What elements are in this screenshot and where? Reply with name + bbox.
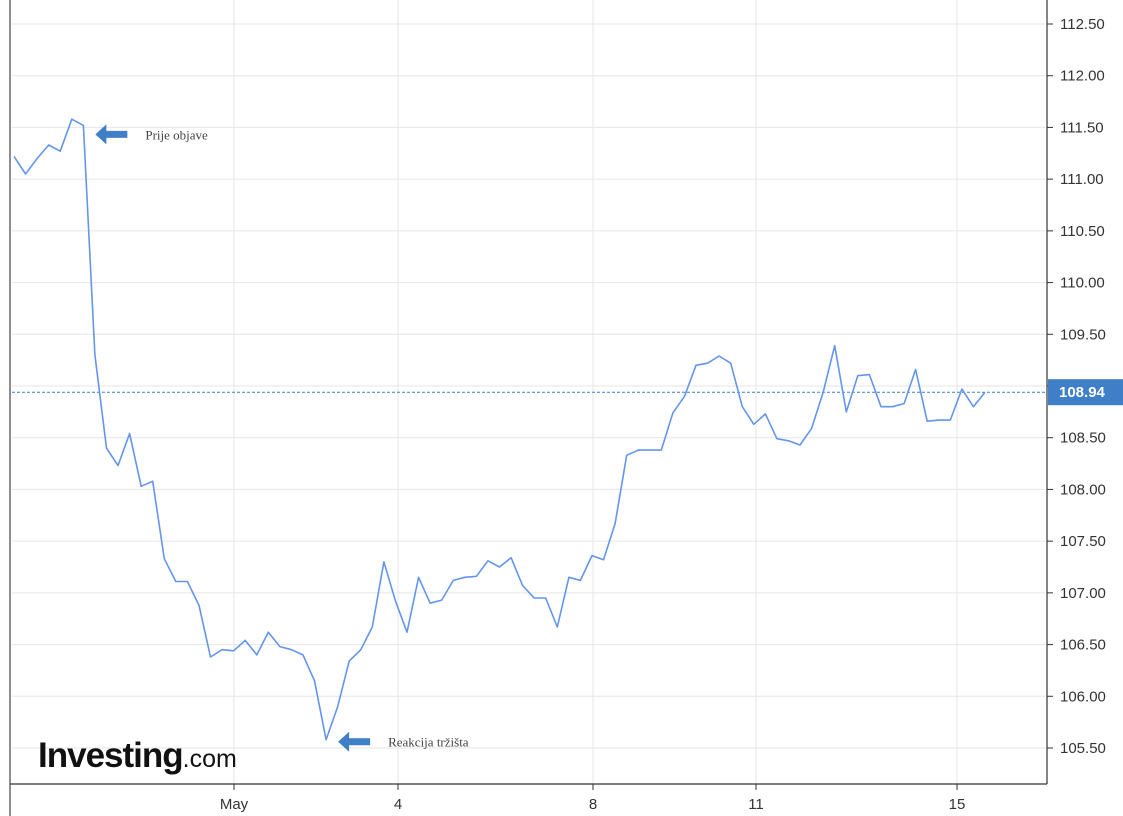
y-tick-label: 105.50 xyxy=(1060,740,1106,757)
y-tick-label: 110.00 xyxy=(1060,275,1105,292)
y-tick-label: 107.00 xyxy=(1060,585,1106,602)
annotation-text: Prije objave xyxy=(145,127,208,142)
arrow-shaft xyxy=(105,130,128,138)
y-tick-label: 109.50 xyxy=(1060,326,1106,343)
y-tick-label: 107.50 xyxy=(1060,533,1106,550)
y-tick-label: 111.00 xyxy=(1060,171,1104,188)
y-tick-label: 106.00 xyxy=(1060,688,1106,705)
annotation-reaction: Reakcija tržišta xyxy=(338,731,469,752)
logo-main-text: Investing xyxy=(38,736,183,775)
y-tick-label: 112.50 xyxy=(1060,16,1105,33)
y-tick-labels: 112.50 112.00 111.50 111.00 110.50 110.00 109.… xyxy=(1047,16,1106,757)
y-tick-label: 111.50 xyxy=(1060,119,1104,136)
y-tick-label: 110.50 xyxy=(1060,223,1105,240)
x-tick-label: 11 xyxy=(748,796,764,813)
arrow-left-icon xyxy=(95,124,107,145)
svg-text:Investing.com: Investing.com xyxy=(38,736,237,775)
current-price-text: 108.94 xyxy=(1059,384,1106,401)
annotations: Prije objave Reakcija tržišta xyxy=(95,124,469,752)
y-tick-label: 108.50 xyxy=(1060,430,1106,447)
chart-axes xyxy=(9,0,1048,816)
y-tick-label: 112.00 xyxy=(1060,68,1105,85)
investing-logo: Investing.com xyxy=(38,736,237,775)
y-tick-label: 106.50 xyxy=(1060,637,1106,654)
annotation-pre: Prije objave xyxy=(95,124,208,145)
x-tick-labels: May 4 8 11 15 xyxy=(220,784,966,813)
annotation-text: Reakcija tržišta xyxy=(388,735,469,750)
x-tick-label: 8 xyxy=(589,796,597,813)
current-price-box xyxy=(1048,379,1123,406)
price-series-line xyxy=(13,118,986,741)
y-tick-label: 108.00 xyxy=(1060,481,1106,498)
arrow-shaft xyxy=(348,738,371,746)
logo-suffix-text: .com xyxy=(183,745,237,773)
current-price-label: 108.94 xyxy=(1048,379,1123,406)
x-tick-label: May xyxy=(220,796,249,813)
arrow-left-icon xyxy=(338,731,350,752)
x-tick-label: 4 xyxy=(394,796,402,813)
x-tick-label: 15 xyxy=(949,796,966,813)
